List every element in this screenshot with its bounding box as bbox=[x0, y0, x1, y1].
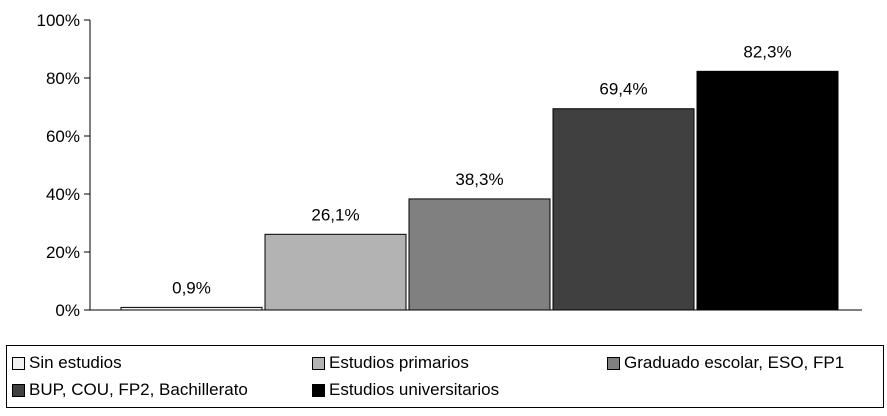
bar-value-label: 69,4% bbox=[599, 80, 647, 99]
bar-value-label: 0,9% bbox=[172, 278, 211, 297]
value-labels: 0,9% 26,1% 38,3% 69,4% 82,3% bbox=[172, 42, 791, 297]
bar bbox=[264, 233, 407, 311]
bar bbox=[408, 198, 551, 311]
legend-item-sin-estudios: Sin estudios bbox=[12, 353, 122, 373]
bar bbox=[696, 70, 839, 311]
legend-swatch bbox=[312, 383, 325, 397]
legend: Sin estudios Estudios primarios Graduado… bbox=[6, 345, 884, 408]
y-tick-label: 40% bbox=[46, 185, 80, 204]
legend-label: BUP, COU, FP2, Bachillerato bbox=[29, 380, 248, 399]
legend-swatch bbox=[607, 356, 620, 370]
legend-label: Estudios universitarios bbox=[329, 380, 500, 399]
y-tick-label: 20% bbox=[46, 243, 80, 262]
bar bbox=[120, 306, 263, 311]
legend-item-bup-cou: BUP, COU, FP2, Bachillerato bbox=[12, 380, 248, 400]
bar-chart: 0% 20% 40% 60% 80% 100% 0,9% 26,1% 38,3% 69,4% 82… bbox=[37, 11, 862, 320]
legend-swatch bbox=[312, 356, 325, 370]
legend-item-estudios-universitarios: Estudios universitarios bbox=[312, 380, 499, 400]
y-tick-label: 100% bbox=[37, 11, 80, 30]
legend-swatch bbox=[12, 383, 25, 397]
legend-label: Sin estudios bbox=[29, 353, 122, 372]
legend-label: Graduado escolar, ESO, FP1 bbox=[624, 353, 845, 372]
y-tick-label: 60% bbox=[46, 127, 80, 146]
bars bbox=[120, 70, 839, 311]
bar-value-label: 82,3% bbox=[743, 42, 791, 61]
bar-value-label: 38,3% bbox=[455, 170, 503, 189]
y-tick-label: 80% bbox=[46, 69, 80, 88]
bar-value-label: 26,1% bbox=[311, 205, 359, 224]
legend-swatch bbox=[12, 356, 25, 370]
legend-item-graduado-escolar: Graduado escolar, ESO, FP1 bbox=[607, 353, 844, 373]
legend-item-estudios-primarios: Estudios primarios bbox=[312, 353, 469, 373]
y-tick-label: 0% bbox=[55, 301, 80, 320]
bar bbox=[552, 108, 695, 311]
legend-label: Estudios primarios bbox=[329, 353, 469, 372]
